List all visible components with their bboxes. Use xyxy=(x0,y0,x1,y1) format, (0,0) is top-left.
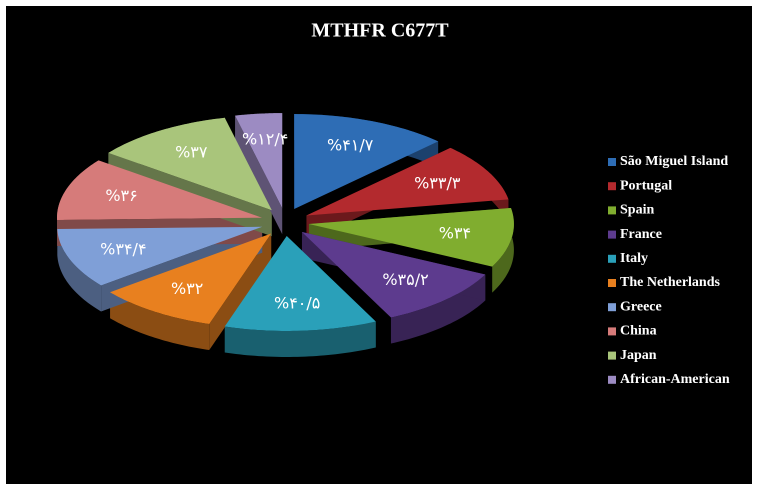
slice xyxy=(301,231,486,318)
legend-label: The Netherlands xyxy=(620,275,721,290)
legend-label: China xyxy=(620,324,657,339)
legend-label: African-American xyxy=(620,372,730,387)
slice xyxy=(108,117,272,211)
data-label: %۳۲ xyxy=(171,279,203,298)
slice xyxy=(110,233,272,325)
legend-swatch xyxy=(608,327,616,336)
legend-label: France xyxy=(620,227,662,242)
legend-swatch xyxy=(608,375,616,384)
slice xyxy=(224,235,376,331)
slice-side xyxy=(57,228,102,312)
legend-label: Greece xyxy=(620,299,662,314)
legend-swatch xyxy=(608,206,616,215)
legend-swatch xyxy=(608,279,616,287)
slice-side xyxy=(110,292,210,351)
legend-label: Italy xyxy=(620,251,648,266)
legend-label: Japan xyxy=(620,348,657,363)
slice-side xyxy=(224,321,376,357)
data-label: %۳۴ xyxy=(439,224,471,243)
data-label: %۳۴/۴ xyxy=(100,239,146,258)
data-label: %۳۵/۲ xyxy=(382,270,428,289)
slice-side xyxy=(492,207,514,293)
data-label: %۳۶ xyxy=(105,186,137,205)
slice xyxy=(57,160,263,220)
data-label: %۳۷ xyxy=(175,142,208,161)
data-label: %۴۰/۵ xyxy=(274,294,320,313)
legend-swatch xyxy=(608,158,616,166)
chart-title: MTHFR C677T xyxy=(311,20,449,42)
legend-swatch xyxy=(608,351,616,360)
slice xyxy=(308,207,514,267)
legend-swatch xyxy=(608,303,616,312)
slice xyxy=(306,147,509,216)
legend-swatch xyxy=(608,254,616,263)
slice-side xyxy=(209,233,272,351)
data-label: %۴۱/۷ xyxy=(327,135,374,154)
legend-label: Portugal xyxy=(620,178,672,193)
slice xyxy=(294,114,439,210)
data-label: %۱۲/۴ xyxy=(242,130,288,149)
data-label: %۳۳/۳ xyxy=(414,173,461,192)
slice xyxy=(57,226,263,286)
legend-label: São Miguel Island xyxy=(620,154,728,169)
slice xyxy=(235,113,283,209)
legend-swatch xyxy=(608,230,616,239)
legend-swatch xyxy=(608,182,616,191)
legend-label: Spain xyxy=(620,203,654,218)
slice-side xyxy=(235,115,283,235)
